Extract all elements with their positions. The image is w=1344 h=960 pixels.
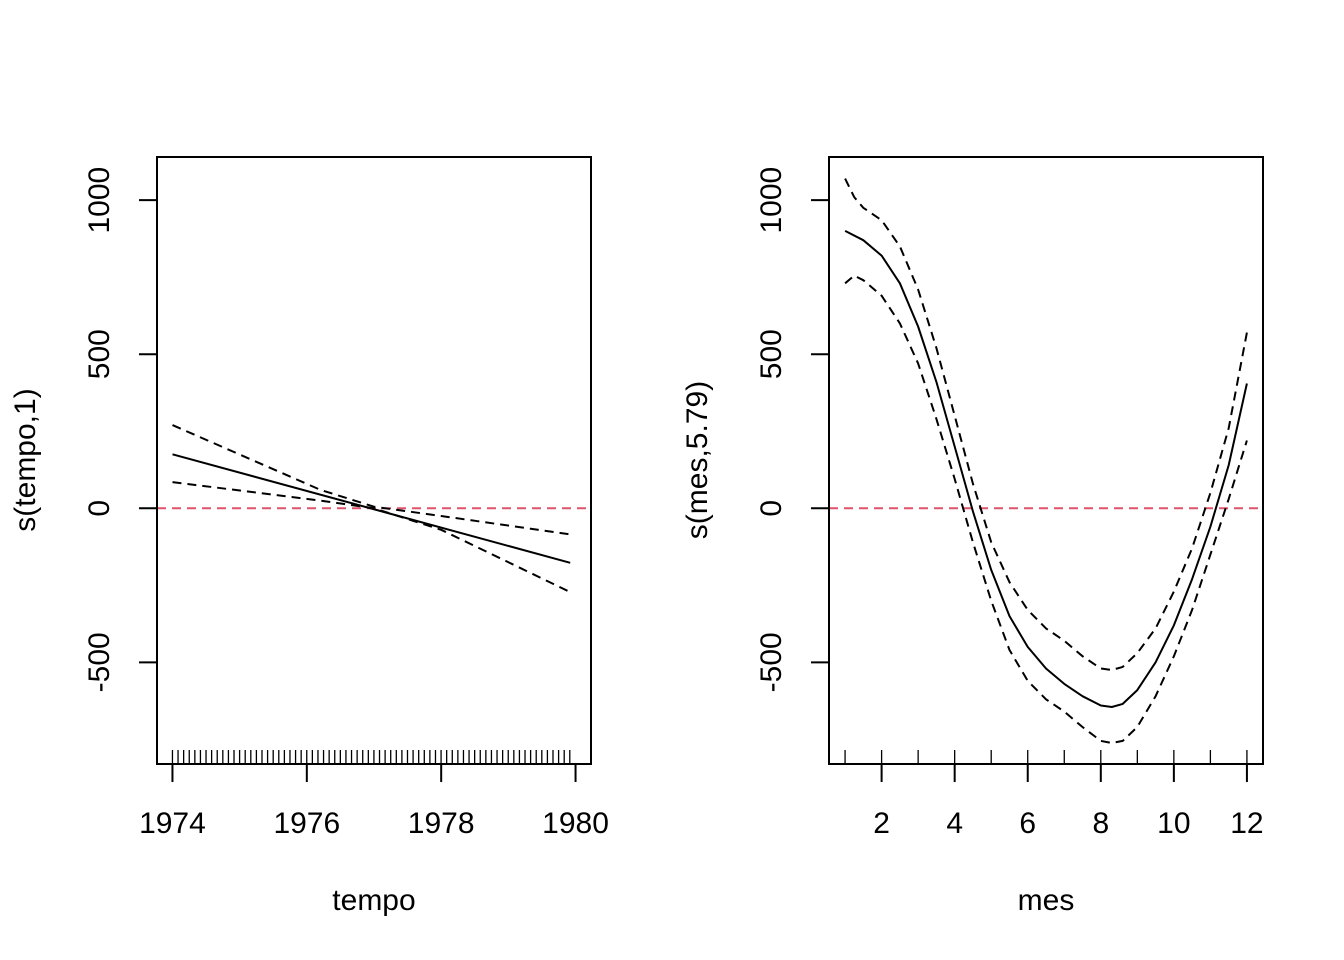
y-tick-label: -500 xyxy=(755,632,788,692)
panel-tempo: tempo s(tempo,1) 1974 1976 1978 1980 -500 0 50… xyxy=(9,156,609,917)
x-tick-label: 4 xyxy=(946,807,963,840)
y-tick-label: 500 xyxy=(755,329,788,379)
panel-mes: mes s(mes,5.79) 2 4 6 8 10 12 -500 0 500 1000 xyxy=(681,156,1264,917)
rug xyxy=(844,750,1248,764)
series-upper-line xyxy=(844,178,1248,671)
x-tick-label: 1978 xyxy=(408,807,475,840)
y-axis-title: s(tempo,1) xyxy=(9,388,42,531)
series-upper-line xyxy=(172,424,571,536)
x-tick-label: 2 xyxy=(873,807,890,840)
x-tick-label: 12 xyxy=(1230,807,1263,840)
x-tick-label: 1980 xyxy=(542,807,609,840)
y-tick-label: 0 xyxy=(755,500,788,517)
x-tick-label: 8 xyxy=(1092,807,1109,840)
series-fit-line xyxy=(844,230,1248,708)
x-tick-label: 1974 xyxy=(139,807,206,840)
plot-frame xyxy=(828,156,1264,765)
x-tick-label: 10 xyxy=(1157,807,1190,840)
x-axis-title: tempo xyxy=(332,884,415,917)
y-tick-label: -500 xyxy=(83,632,116,692)
x-tick-label: 6 xyxy=(1019,807,1036,840)
y-tick-label: 0 xyxy=(83,500,116,517)
x-tick-label: 1976 xyxy=(273,807,340,840)
x-axis-title: mes xyxy=(1018,884,1075,917)
series-lower-line xyxy=(844,274,1248,744)
series-lower-line xyxy=(172,481,571,594)
y-tick-label: 1000 xyxy=(755,167,788,234)
y-axis-title: s(mes,5.79) xyxy=(681,381,714,539)
y-tick-label: 500 xyxy=(83,329,116,379)
y-tick-label: 1000 xyxy=(83,167,116,234)
plot-frame xyxy=(156,156,592,765)
rug xyxy=(171,750,571,764)
